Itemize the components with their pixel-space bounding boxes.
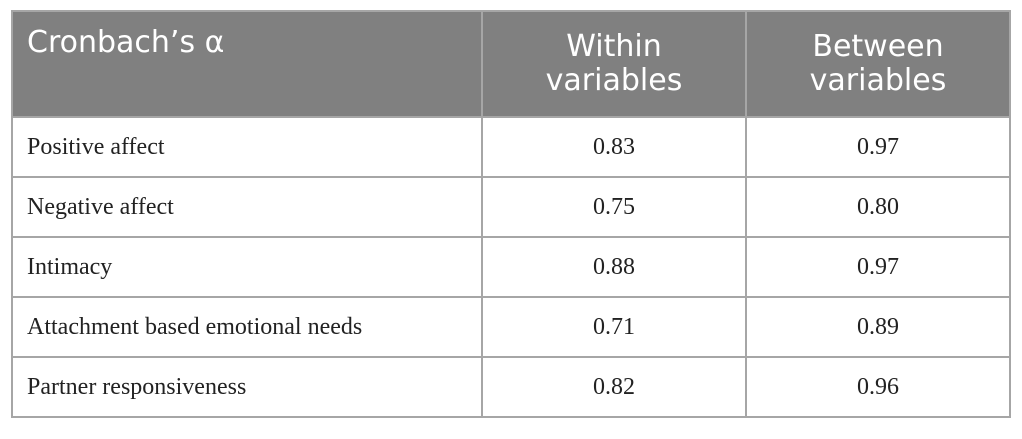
row: Intimacy 0.88 0.97 [11, 236, 1011, 298]
row: Negative affect 0.75 0.80 [11, 176, 1011, 238]
value-cell: 0.97 [745, 116, 1011, 178]
value-cell: 0.83 [481, 116, 747, 178]
value-cell: 0.89 [745, 296, 1011, 358]
label-cell: Attachment based emotional needs [11, 296, 483, 358]
value-cell: 0.96 [745, 356, 1011, 418]
value-cell: 0.82 [481, 356, 747, 418]
header-cell: Between variables [745, 10, 1011, 118]
value-cell: 0.88 [481, 236, 747, 298]
value-cell: 0.71 [481, 296, 747, 358]
value-cell: 0.75 [481, 176, 747, 238]
label-cell: Partner responsiveness [11, 356, 483, 418]
header-row: Cronbach’s α Within variables Between vari… [11, 10, 1011, 118]
row: Positive affect 0.83 0.97 [11, 116, 1011, 178]
row: Attachment based emotional needs 0.71 0.89 [11, 296, 1011, 358]
header-cell: Within variables [481, 10, 747, 118]
table: Cronbach’s α Within variables Between vari… [11, 10, 1011, 418]
header-cell: Cronbach’s α [11, 10, 483, 118]
row: Partner responsiveness 0.82 0.96 [11, 356, 1011, 418]
table-head: Cronbach’s α Within variables Between vari… [11, 10, 1011, 118]
value-cell: 0.97 [745, 236, 1011, 298]
label-cell: Intimacy [11, 236, 483, 298]
value-cell: 0.80 [745, 176, 1011, 238]
label-cell: Positive affect [11, 116, 483, 178]
label-cell: Negative affect [11, 176, 483, 238]
table-body: Positive affect 0.83 0.97 Negative affect 0.… [11, 116, 1011, 418]
